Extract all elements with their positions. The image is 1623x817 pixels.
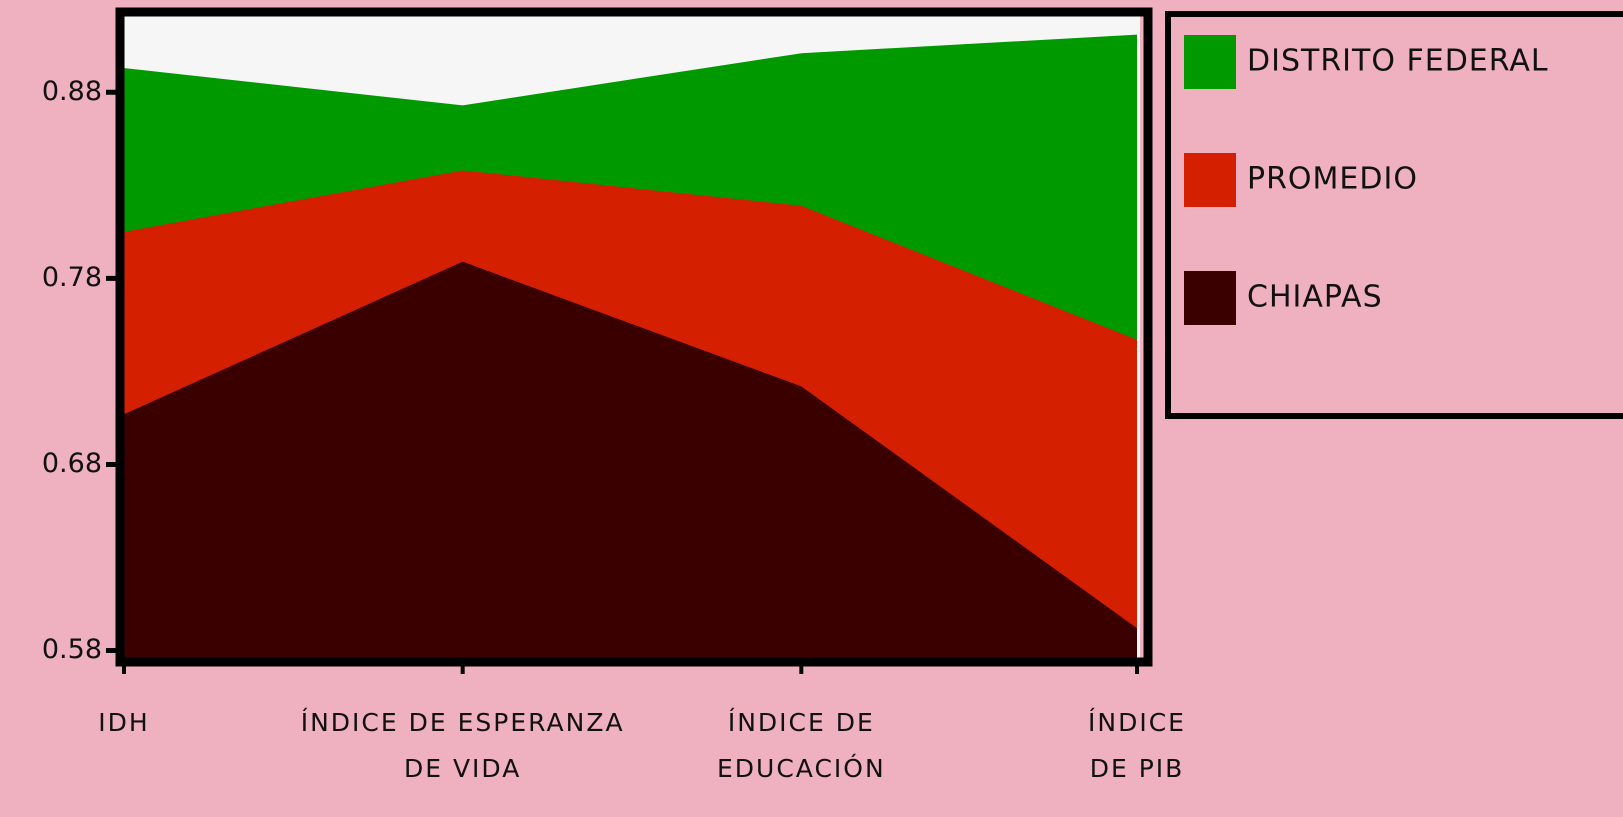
x-tick-label: ÍNDICE DE ESPERANZA DE VIDA [300,708,625,783]
legend-swatch [1184,271,1236,325]
x-tick-label: ÍNDICE DE PIB [1088,708,1186,783]
y-tick-label: 0.78 [42,262,102,293]
x-tick-label: IDH [98,708,150,737]
y-tick-label: 0.58 [42,634,102,665]
legend-box [1165,11,1623,419]
area [124,261,1137,658]
legend-label: DISTRITO FEDERAL [1247,44,1549,79]
legend-swatch [1184,153,1236,207]
plot-frame [115,7,1153,667]
y-tick-label: 0.88 [42,76,102,107]
legend-swatch [1184,35,1236,89]
legend-label: PROMEDIO [1247,162,1418,197]
legend-label: CHIAPAS [1247,280,1383,315]
x-tick-label: ÍNDICE DE EDUCACIÓN [716,708,886,783]
y-tick-label: 0.68 [42,448,102,479]
